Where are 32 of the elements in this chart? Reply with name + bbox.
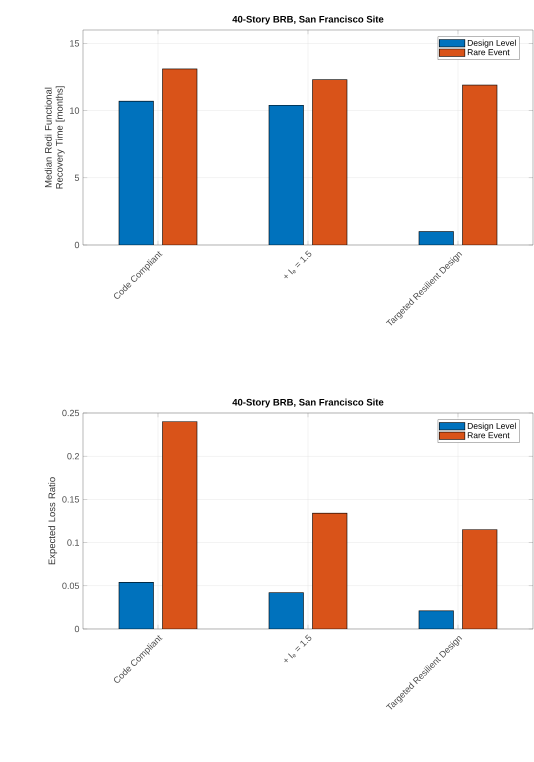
y-tick-label: 0.05 <box>62 582 80 589</box>
legend-label: Rare Event <box>468 49 510 56</box>
bar <box>268 592 304 629</box>
y-tick-label: 0.25 <box>62 410 80 416</box>
bar <box>162 68 198 245</box>
bar <box>312 512 348 629</box>
y-axis-title: Expected Loss Ratio <box>48 477 58 564</box>
y-tick-label: 0.15 <box>62 496 80 503</box>
bar <box>418 610 454 629</box>
chart-title: 40-Story BRB, San Francisco Site <box>232 398 384 408</box>
chart-title: 40-Story BRB, San Francisco Site <box>232 16 384 24</box>
bar <box>268 104 304 245</box>
bar <box>118 582 154 629</box>
bar <box>118 100 154 245</box>
bar <box>462 84 498 245</box>
bar <box>462 529 498 629</box>
bar <box>418 231 454 245</box>
bar <box>312 79 348 245</box>
bar <box>162 421 198 629</box>
legend-label: Design Level <box>468 422 516 431</box>
y-tick-label: 0.1 <box>67 539 80 546</box>
x-tick-label: + I$_{e}$ = 1.5 <box>284 250 312 278</box>
y-tick-label: 15 <box>70 40 80 47</box>
legend-label: Design Level <box>468 40 516 48</box>
y-tick-label: 10 <box>70 107 80 114</box>
y-tick-label: 5 <box>74 174 80 181</box>
y-tick-label: 0.2 <box>67 453 80 460</box>
y-tick-label: 0 <box>74 242 80 248</box>
x-tick-label: + I$_{e}$ = 1.5 <box>284 634 312 662</box>
legend-label: Rare Event <box>468 432 510 438</box>
y-tick-label: 0 <box>74 626 80 632</box>
y-axis-title: Median Redi Functional Recovery Time [months] <box>44 86 65 189</box>
